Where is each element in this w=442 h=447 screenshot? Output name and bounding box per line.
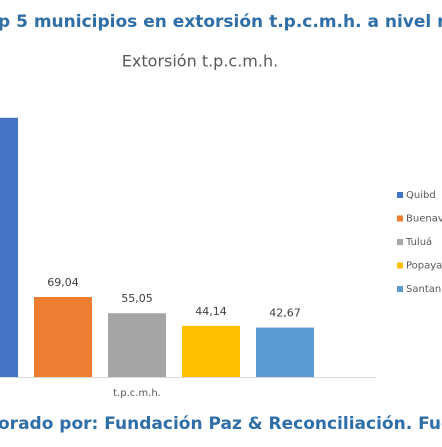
- bar: [108, 313, 166, 377]
- legend-label: Quibd: [406, 190, 436, 201]
- legend-label: Buenav: [406, 214, 442, 225]
- page-title: p 5 municipios en extorsión t.p.c.m.h. a…: [0, 12, 442, 32]
- chart-title: Extorsión t.p.c.m.h.: [122, 52, 278, 71]
- legend-swatch: [397, 192, 403, 198]
- value-label: 42,67: [269, 307, 301, 320]
- bar: [0, 117, 18, 377]
- value-label: 44,14: [195, 305, 227, 318]
- legend-swatch: [397, 262, 403, 269]
- value-label: 69,04: [47, 276, 79, 289]
- legend-swatch: [397, 215, 403, 222]
- legend-label: Santan: [406, 284, 441, 295]
- footer: orado por: Fundación Paz & Reconciliació…: [0, 414, 442, 434]
- value-label: 55,05: [121, 292, 153, 305]
- legend-label: Tuluá: [405, 236, 432, 248]
- bar: [182, 325, 240, 377]
- bar: [256, 327, 314, 377]
- legend-label: Popaya: [406, 261, 442, 272]
- x-tick-label: t.p.c.m.h.: [113, 388, 161, 399]
- bar: [34, 297, 92, 377]
- legend-swatch: [397, 239, 403, 245]
- legend-swatch: [397, 286, 403, 292]
